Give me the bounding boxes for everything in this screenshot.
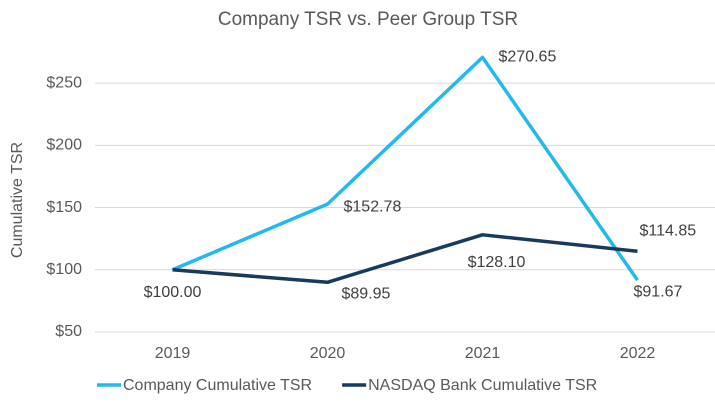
- data-label: $91.67: [634, 283, 683, 300]
- x-tick-label: 2020: [310, 345, 346, 362]
- y-tick-label: $50: [55, 323, 82, 340]
- data-label: $114.85: [640, 223, 697, 240]
- x-tick-label: 2021: [465, 345, 501, 362]
- y-tick-label: $150: [46, 199, 82, 216]
- y-tick-label: $100: [46, 261, 82, 278]
- data-label: $89.95: [342, 286, 391, 303]
- series-line: [171, 55, 639, 282]
- data-label: $152.78: [344, 198, 402, 215]
- y-tick-label: $250: [46, 74, 82, 91]
- legend-label: NASDAQ Bank Cumulative TSR: [368, 377, 597, 394]
- data-label: $128.10: [468, 254, 526, 271]
- x-tick-label: 2022: [620, 345, 656, 362]
- data-label: $270.65: [499, 49, 557, 66]
- data-label: $100.00: [144, 284, 202, 301]
- series-line: [172, 233, 638, 285]
- x-tick-label: 2019: [155, 345, 191, 362]
- legend-label: Company Cumulative TSR: [123, 377, 312, 394]
- y-tick-label: $200: [46, 137, 82, 154]
- y-axis-title: Cumulative TSR: [9, 142, 26, 258]
- chart-title: Company TSR vs. Peer Group TSR: [218, 9, 518, 30]
